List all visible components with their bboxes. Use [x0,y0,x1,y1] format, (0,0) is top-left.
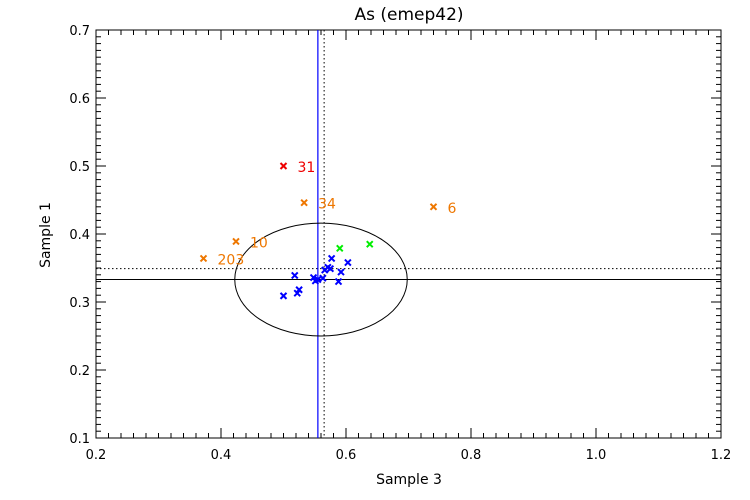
y-tick-label: 0.1 [69,432,90,447]
x-tick-label: 0.6 [336,448,357,463]
data-point-blue [344,258,352,267]
y-tick-label: 0.5 [69,160,90,175]
x-tick-label: 1.0 [586,448,607,463]
data-point-blue [337,268,345,276]
data-point-orange [429,203,438,211]
data-point-green [336,244,344,252]
data-point-blue [291,271,299,280]
data-point-green [366,240,374,248]
x-tick-label: 0.2 [86,448,107,463]
y-tick-label: 0.4 [69,228,90,243]
point-label: 10 [250,235,268,251]
data-point-blue [326,264,335,273]
data-point-blue [319,274,327,282]
data-point-blue [334,277,343,286]
point-label: 203 [218,252,245,268]
data-point-orange [232,237,240,246]
plot-frame [95,29,722,439]
y-axis-title: Sample 1 [38,202,54,268]
data-point-orange [199,254,208,263]
data-point-blue [327,254,336,263]
x-tick-label: 0.4 [211,448,232,463]
y-tick-label: 0.7 [69,24,90,39]
x-tick-label: 1.2 [711,448,732,463]
point-label: 31 [298,160,316,176]
y-tick-label: 0.6 [69,92,90,107]
y-tick-label: 0.2 [69,364,90,379]
data-point-red [279,162,288,170]
data-point-blue [295,286,303,294]
chart-title: As (emep42) [354,5,463,25]
data-point-orange [300,199,308,207]
point-label: 6 [448,201,457,217]
x-axis-title: Sample 3 [376,472,442,488]
x-tick-label: 0.8 [461,448,482,463]
point-label: 34 [318,197,336,213]
y-tick-label: 0.3 [69,296,90,311]
data-point-blue [314,275,322,284]
data-point-blue [279,292,288,300]
confidence-ellipse [234,222,408,337]
